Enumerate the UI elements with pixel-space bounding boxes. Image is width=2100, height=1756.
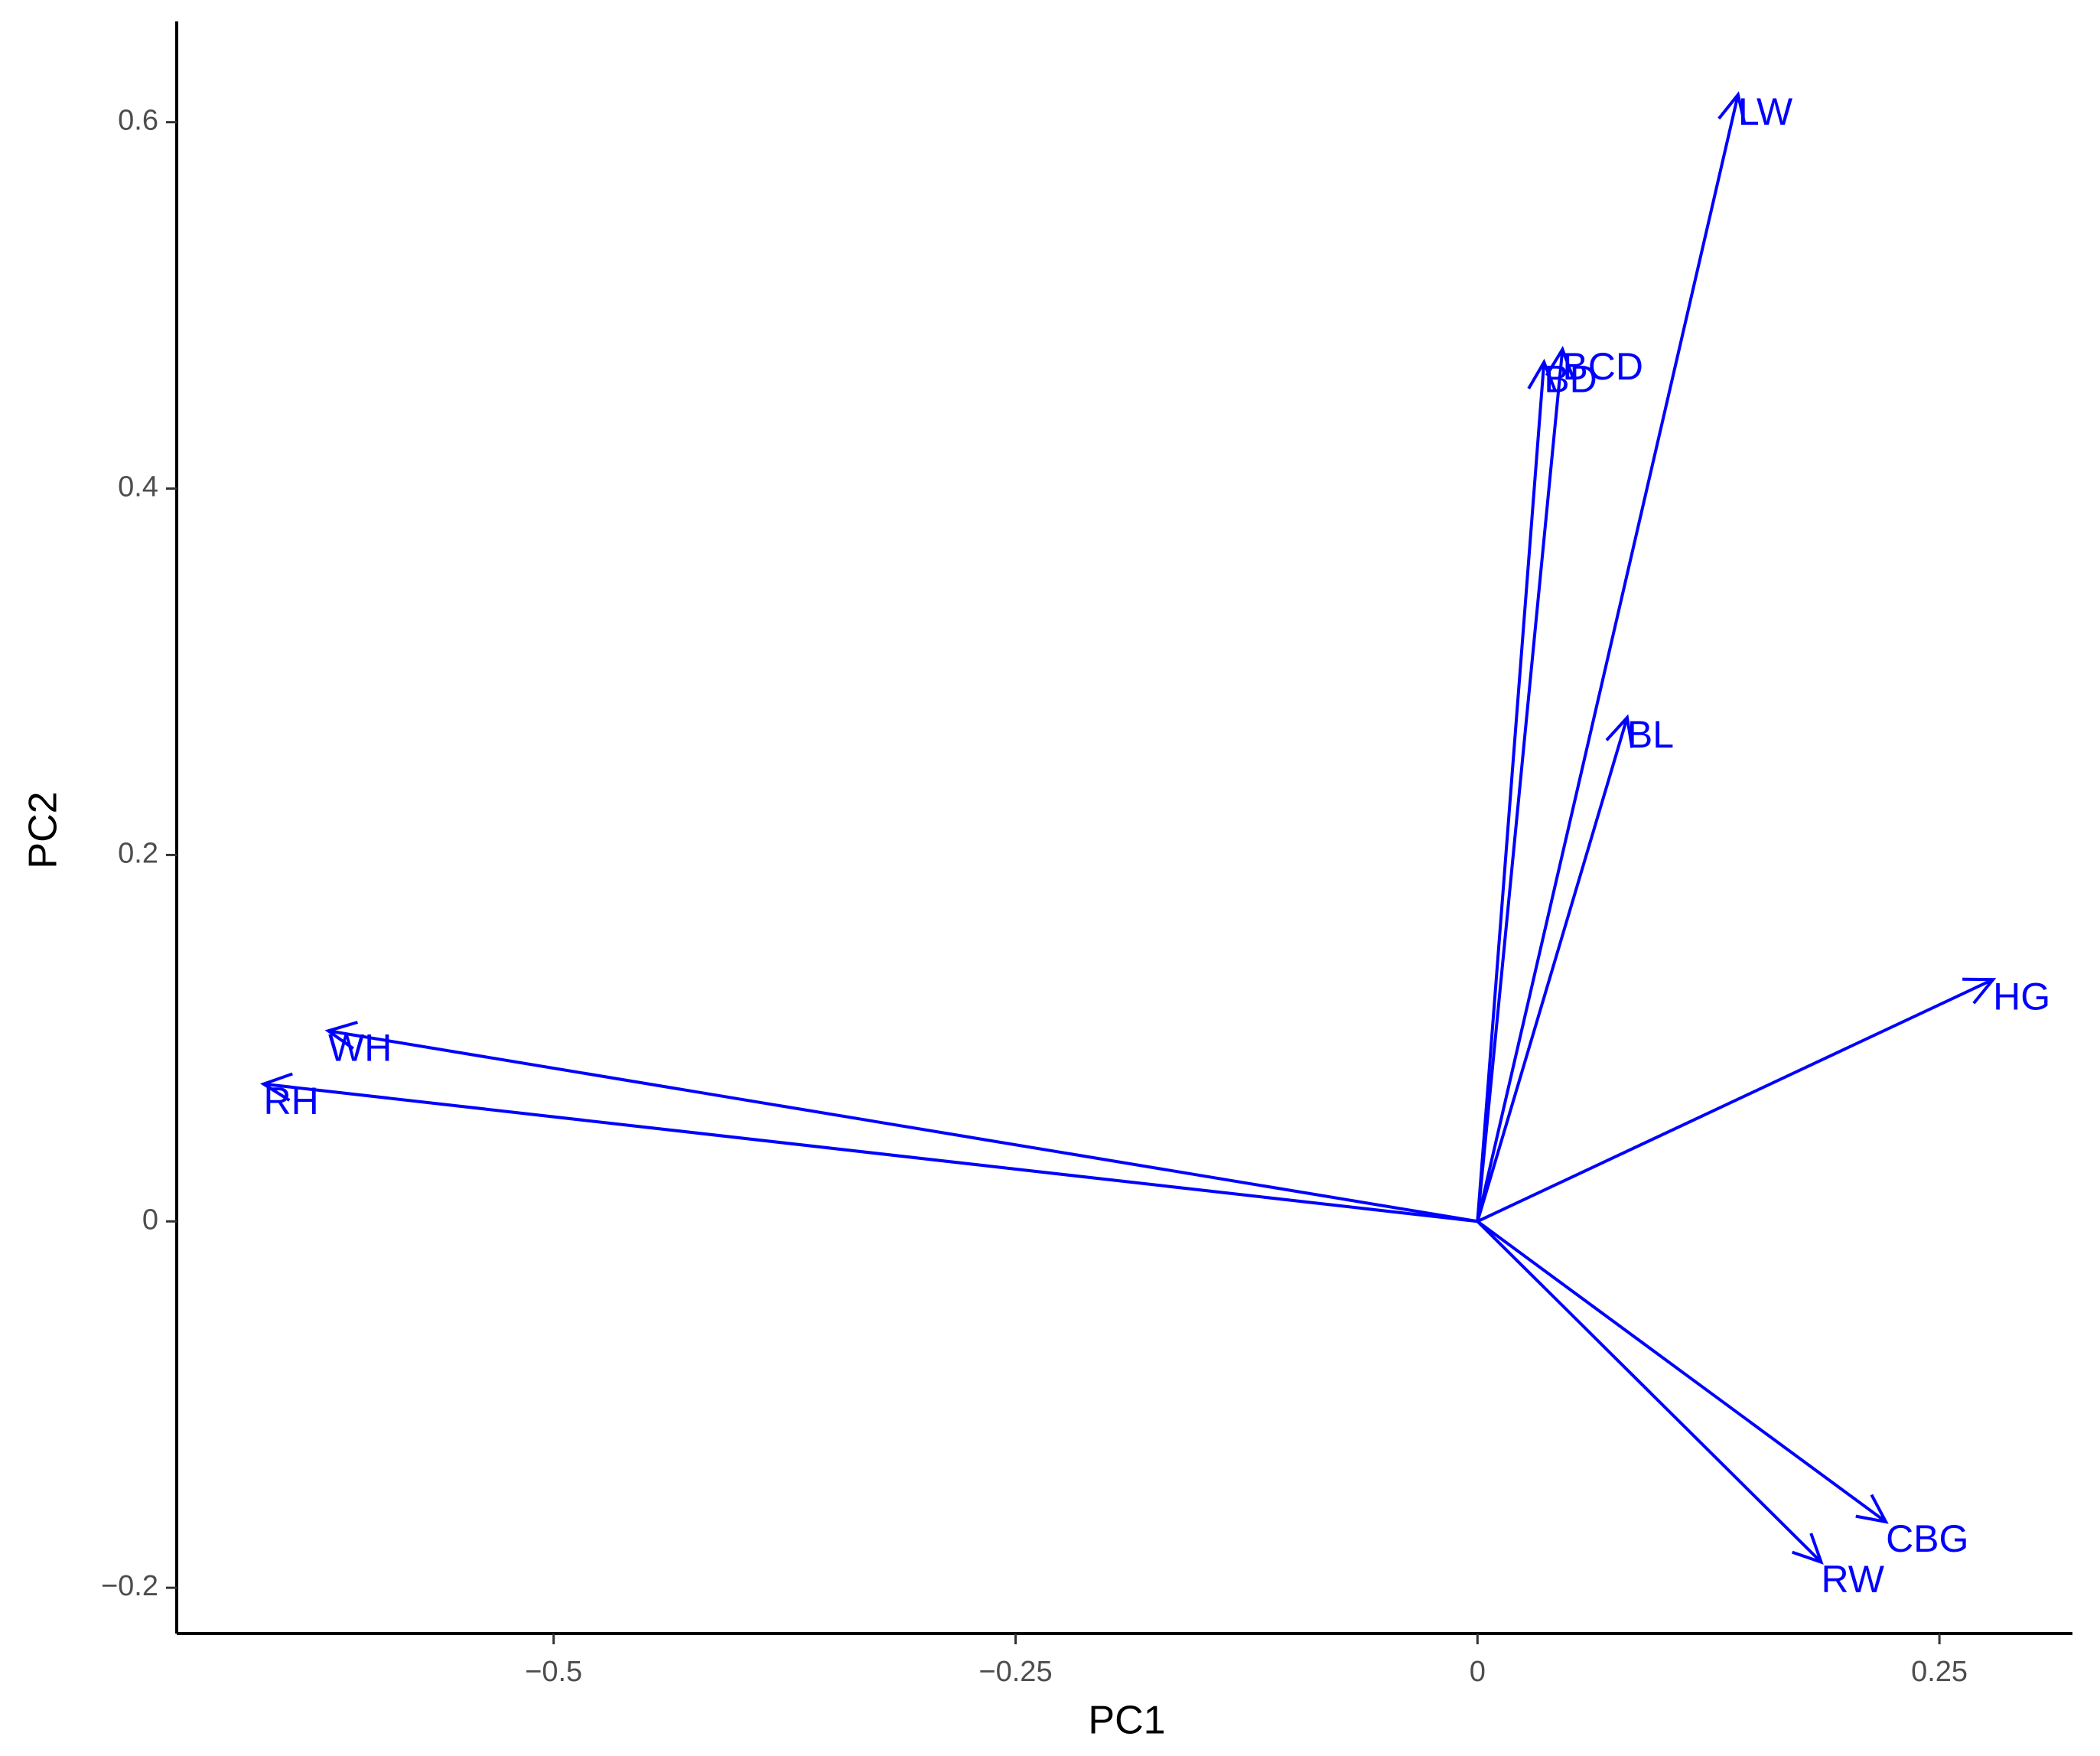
arrow-label: LW: [1738, 90, 1793, 133]
arrow: [1477, 977, 1997, 1223]
arrow: [1477, 1220, 1889, 1524]
arrow: [1476, 358, 1557, 1222]
y-tick-label: 0: [142, 1204, 158, 1236]
y-tick-label: 0.6: [118, 105, 158, 137]
y-axis-title: PC2: [21, 791, 66, 868]
arrow: [1476, 714, 1634, 1222]
y-tick-label: −0.2: [101, 1570, 158, 1602]
arrow-label: RW: [1822, 1558, 1885, 1601]
x-axis-title: PC1: [1088, 1699, 1165, 1743]
arrow: [1476, 91, 1747, 1222]
arrow: [1476, 346, 1575, 1222]
arrow-label: WH: [328, 1026, 392, 1069]
x-tick-label: −0.5: [525, 1656, 582, 1688]
arrow-label: HG: [1993, 975, 2050, 1018]
arrow: [259, 1072, 1478, 1223]
y-tick-label: 0.2: [118, 837, 158, 869]
x-tick-label: 0.25: [1911, 1656, 1968, 1688]
arrow-label: CBG: [1886, 1517, 1968, 1560]
arrow-label: BL: [1627, 713, 1674, 756]
arrow: [1476, 1220, 1824, 1565]
y-tick-label: 0.4: [118, 471, 158, 503]
arrow-label: BCD: [1562, 345, 1643, 388]
x-tick-label: −0.25: [978, 1656, 1052, 1688]
x-tick-label: 0: [1470, 1656, 1486, 1688]
arrow-label: BD: [1544, 358, 1597, 401]
arrow-label: RH: [264, 1080, 319, 1122]
arrow: [324, 1021, 1478, 1223]
